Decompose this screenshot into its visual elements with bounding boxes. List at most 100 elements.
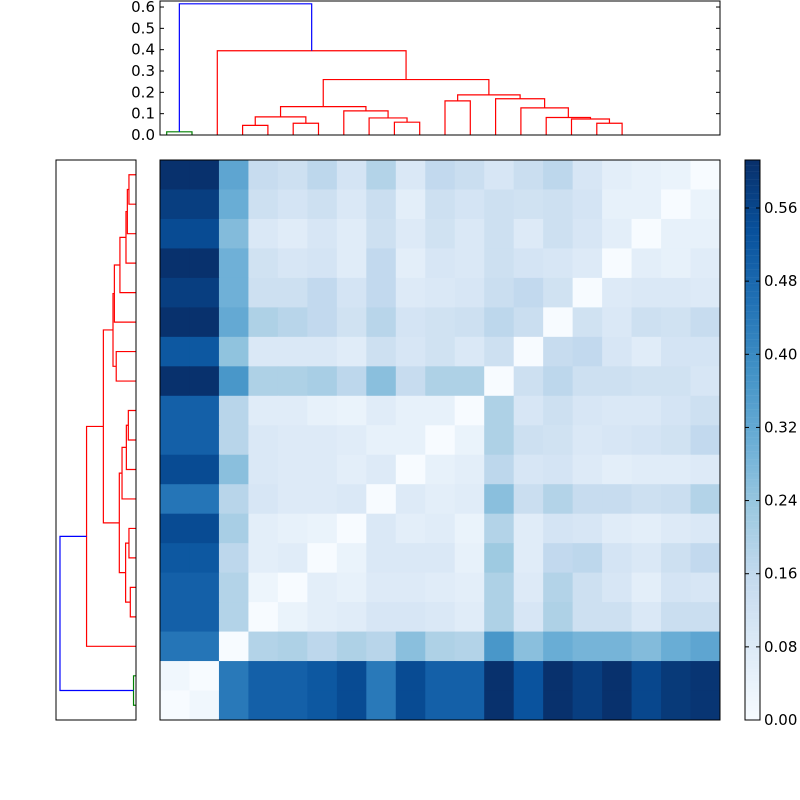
heatmap-cell	[307, 277, 338, 308]
heatmap-cell	[248, 572, 279, 603]
heatmap-cell	[513, 277, 544, 308]
heatmap-cell	[690, 602, 721, 633]
heatmap-cell	[484, 218, 515, 249]
colorbar-gradient-segment	[745, 714, 760, 718]
colorbar-gradient-segment	[745, 409, 760, 413]
dendrogram-link	[129, 586, 136, 618]
heatmap-cell	[189, 572, 220, 603]
heatmap-cell	[248, 631, 279, 662]
heatmap-cell	[513, 543, 544, 574]
heatmap-cell	[336, 690, 367, 721]
heatmap-cell	[484, 307, 515, 338]
y-tick-label: 0.1	[131, 105, 155, 123]
dendrogram-link	[113, 264, 136, 323]
heatmap-cell	[631, 661, 662, 692]
colorbar-gradient-segment	[745, 655, 760, 659]
colorbar-gradient-segment	[745, 381, 760, 385]
dendrogram-link	[545, 116, 592, 135]
colorbar-gradient-segment	[745, 529, 760, 533]
heatmap-cell	[336, 484, 367, 515]
colorbar-gradient-segment	[745, 302, 760, 306]
colorbar-gradient-segment	[745, 585, 760, 589]
colorbar-gradient-segment	[745, 406, 760, 410]
heatmap-cell	[602, 572, 633, 603]
heatmap-cell	[631, 602, 662, 633]
heatmap-cell	[572, 189, 603, 220]
heatmap-cell	[425, 366, 456, 397]
heatmap-cell	[160, 425, 190, 456]
heatmap-cell	[543, 395, 574, 426]
colorbar-gradient-segment	[745, 557, 760, 561]
heatmap-cell	[160, 189, 190, 220]
heatmap-cell	[160, 160, 190, 190]
colorbar-gradient-segment	[745, 602, 760, 606]
heatmap-cell	[543, 690, 574, 721]
colorbar-gradient-segment	[745, 526, 760, 530]
colorbar-gradient-segment	[745, 512, 760, 516]
heatmap-cell	[425, 307, 456, 338]
colorbar-gradient-segment	[745, 459, 760, 463]
heatmap-cell	[189, 690, 220, 721]
heatmap-cell	[454, 336, 485, 367]
colorbar-gradient-segment	[745, 711, 760, 715]
colorbar-gradient-segment	[745, 462, 760, 466]
heatmap-cell	[307, 661, 338, 692]
heatmap-cell	[336, 189, 367, 220]
heatmap-cell	[543, 661, 574, 692]
heatmap-cell	[425, 218, 456, 249]
colorbar-gradient-segment	[745, 193, 760, 197]
colorbar-gradient-segment	[745, 358, 760, 362]
heatmap-cell	[336, 425, 367, 456]
heatmap-cell	[484, 513, 515, 544]
heatmap-cell	[513, 454, 544, 485]
heatmap-cell	[631, 543, 662, 574]
dendrogram-link	[128, 174, 136, 205]
dendrogram-link	[322, 78, 490, 107]
heatmap-cell	[602, 218, 633, 249]
heatmap-cell	[602, 395, 633, 426]
colorbar-tick-label: 0.24	[764, 492, 797, 510]
colorbar-gradient-segment	[745, 515, 760, 519]
heatmap-cell	[218, 307, 249, 338]
top-dendrogram	[166, 3, 623, 135]
heatmap-cell	[277, 189, 308, 220]
heatmap-cell	[690, 189, 721, 220]
heatmap-cell	[277, 602, 308, 633]
heatmap-cell	[425, 543, 456, 574]
heatmap-cell	[248, 277, 279, 308]
heatmap-cell	[631, 160, 662, 190]
heatmap-cell	[160, 454, 190, 485]
colorbar-gradient-segment	[745, 484, 760, 488]
colorbar-gradient-segment	[745, 230, 760, 233]
heatmap-cell	[631, 189, 662, 220]
heatmap-cell	[602, 631, 633, 662]
heatmap-cell	[513, 218, 544, 249]
heatmap-cell	[189, 218, 220, 249]
dendrogram-link	[343, 110, 389, 135]
heatmap-cell	[425, 277, 456, 308]
colorbar-gradient-segment	[745, 398, 760, 401]
colorbar-gradient-segment	[745, 683, 760, 687]
heatmap-cell	[602, 160, 633, 190]
heatmap-cell	[690, 307, 721, 338]
colorbar-gradient-segment	[745, 535, 760, 539]
heatmap-cell	[543, 513, 574, 544]
colorbar-gradient-segment	[745, 700, 760, 704]
heatmap-cell	[543, 543, 574, 574]
heatmap-cell	[513, 690, 544, 721]
heatmap-cell	[248, 160, 279, 190]
dendrogram-link	[520, 107, 569, 135]
dendrogram-link	[570, 118, 611, 135]
colorbar-gradient-segment	[745, 238, 760, 242]
colorbar-gradient-segment	[745, 277, 760, 281]
heatmap-cell	[572, 513, 603, 544]
colorbar-gradient-segment	[745, 347, 760, 351]
heatmap-cell	[307, 218, 338, 249]
heatmap-cell	[366, 218, 397, 249]
heatmap-cell	[454, 277, 485, 308]
colorbar-gradient-segment	[745, 185, 760, 189]
heatmap-cell	[690, 395, 721, 426]
heatmap-cell	[425, 484, 456, 515]
top-dendrogram-y-axis: 0.0 0.1 0.2 0.3 0.4 0.5 0.6	[131, 0, 720, 144]
heatmap-cell	[602, 661, 633, 692]
